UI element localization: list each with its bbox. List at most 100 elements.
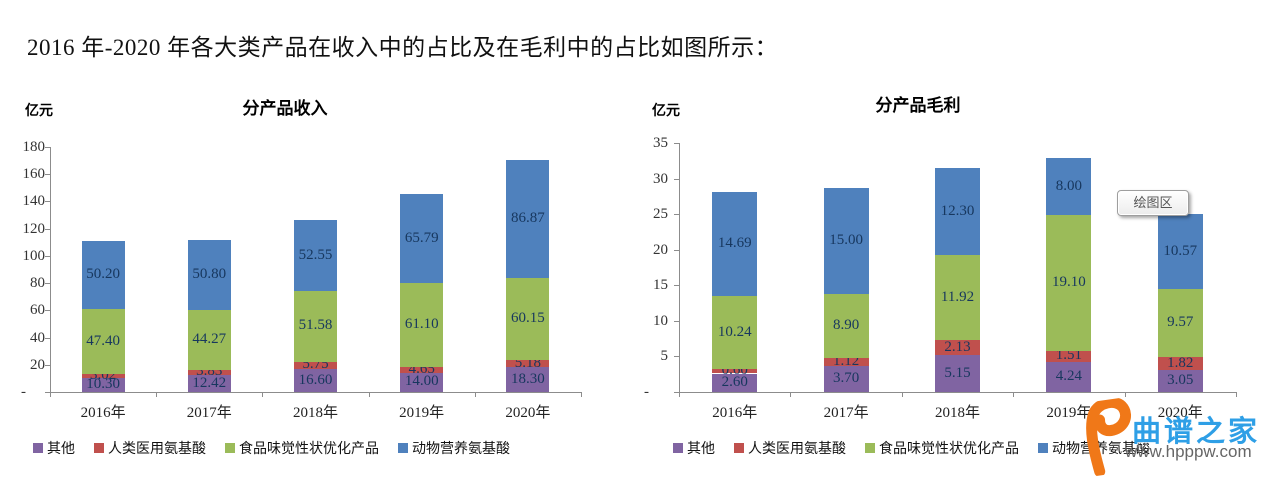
bar-value-label: 1.51 bbox=[1055, 347, 1083, 364]
bar-segment bbox=[294, 369, 337, 392]
bar-segment bbox=[506, 367, 550, 392]
legend-swatch-icon bbox=[225, 443, 235, 453]
bar-segment bbox=[400, 193, 444, 284]
bar-value-label: 60.15 bbox=[511, 310, 545, 327]
bar-segment bbox=[187, 309, 231, 370]
bar-value-label: 4.24 bbox=[1055, 367, 1083, 384]
y-axis-tick bbox=[45, 283, 50, 285]
bar-segment bbox=[187, 375, 231, 392]
category-label: 2020年 bbox=[505, 405, 551, 421]
bar-value-label: 12.42 bbox=[192, 374, 227, 391]
legend: 其他 人类医用氨基酸 食品味觉性状优化产品 动物营养氨基酸 bbox=[673, 438, 1150, 458]
bar-value-label: 8.90 bbox=[832, 317, 860, 334]
legend-label: 人类医用氨基酸 bbox=[108, 440, 206, 456]
bar-segment bbox=[823, 294, 869, 358]
category-label: 2017年 bbox=[186, 405, 232, 421]
y-axis-tick bbox=[45, 201, 50, 203]
bar-value-label: 47.40 bbox=[86, 332, 120, 349]
legend-swatch-icon bbox=[398, 443, 408, 453]
chart-title: 分产品收入 bbox=[242, 99, 328, 118]
bar-segment bbox=[81, 241, 125, 310]
legend-label: 其他 bbox=[687, 440, 715, 456]
legend-item: 其他 bbox=[673, 438, 715, 458]
legend-label: 人类医用氨基酸 bbox=[748, 440, 846, 456]
bar-segment bbox=[1157, 214, 1203, 290]
bar-value-label: 12.30 bbox=[940, 202, 975, 219]
y-axis-tick-label: 140 bbox=[22, 193, 46, 210]
watermark-brand: 曲谱之家 bbox=[1132, 416, 1261, 448]
category-label: 2016年 bbox=[712, 405, 758, 421]
y-axis-line bbox=[50, 147, 51, 392]
bar-value-label: 50.80 bbox=[192, 266, 227, 283]
bar-segment bbox=[1046, 351, 1092, 362]
category-label: 2017年 bbox=[823, 405, 869, 421]
category-label: 2018年 bbox=[934, 405, 980, 421]
bar-value-label: 44.27 bbox=[192, 330, 227, 347]
bar-value-label: 1.82 bbox=[1167, 354, 1194, 371]
legend-label: 动物营养氨基酸 bbox=[412, 440, 510, 456]
y-axis-tick bbox=[45, 228, 50, 230]
y-axis-tick bbox=[45, 392, 50, 393]
watermark: 曲谱之家 www.hpppw.com bbox=[1080, 396, 1269, 477]
plot-area-tooltip: 绘图区 bbox=[1117, 190, 1189, 216]
y-axis-tick-label: 15 bbox=[653, 277, 668, 294]
category-label: 2019年 bbox=[1046, 405, 1092, 421]
x-axis-line bbox=[679, 392, 1236, 393]
x-axis-tick bbox=[1013, 392, 1015, 397]
bar-segment bbox=[1157, 357, 1203, 371]
y-axis-tick-label: - bbox=[644, 384, 649, 400]
bar-value-label: 52.55 bbox=[298, 246, 333, 263]
bar-segment bbox=[1046, 158, 1092, 216]
bar-segment bbox=[506, 159, 550, 279]
legend-swatch-icon bbox=[94, 443, 104, 453]
bar-segment bbox=[400, 372, 444, 392]
y-axis-tick-label: 60 bbox=[30, 302, 45, 319]
bar-segment bbox=[1046, 215, 1092, 352]
tooltip-label: 绘图区 bbox=[1133, 195, 1173, 210]
y-axis-tick bbox=[45, 147, 50, 148]
bar-segment bbox=[294, 361, 337, 370]
bar-segment bbox=[935, 355, 980, 392]
y-axis-tick-label: 40 bbox=[30, 329, 45, 346]
bar-segment bbox=[400, 283, 444, 367]
bar-segment bbox=[935, 255, 980, 341]
bar-value-label: 50.20 bbox=[86, 266, 120, 283]
bar-segment bbox=[823, 365, 869, 392]
bar-segment bbox=[294, 291, 337, 362]
y-axis-tick-label: 120 bbox=[22, 220, 46, 237]
bar-segment bbox=[712, 369, 758, 374]
legend-swatch-icon bbox=[33, 443, 43, 453]
y-axis-tick bbox=[674, 285, 679, 287]
y-axis-tick bbox=[674, 320, 679, 322]
y-axis-tick bbox=[674, 392, 679, 393]
y-axis-tick bbox=[45, 174, 50, 176]
legend-item: 动物营养氨基酸 bbox=[398, 438, 510, 458]
x-axis-tick bbox=[1236, 392, 1237, 397]
y-axis-tick bbox=[45, 255, 50, 257]
x-axis-tick bbox=[790, 392, 792, 397]
bar-value-label: 51.58 bbox=[298, 317, 333, 334]
bar-value-label: 2.60 bbox=[721, 373, 748, 390]
legend-swatch-icon bbox=[865, 443, 875, 453]
y-axis-tick bbox=[45, 337, 50, 339]
bar-value-label: 15.00 bbox=[829, 232, 863, 249]
x-axis-tick bbox=[1124, 392, 1126, 397]
bar-value-label: 2.13 bbox=[944, 338, 971, 355]
bar-segment bbox=[81, 377, 125, 392]
y-axis-tick-label: 35 bbox=[653, 135, 668, 151]
category-label: 2016年 bbox=[80, 405, 126, 421]
bar-value-label: 11.92 bbox=[940, 288, 975, 305]
y-axis-tick-label: 25 bbox=[653, 206, 668, 223]
bar-segment bbox=[81, 373, 125, 378]
y-axis-tick bbox=[674, 214, 679, 216]
legend-item: 其他 bbox=[33, 438, 75, 458]
bar-value-label: 5.15 bbox=[944, 364, 971, 381]
bar-value-label: 14.00 bbox=[404, 373, 439, 390]
watermark-logo-icon bbox=[1086, 396, 1132, 477]
bar-segment bbox=[187, 240, 231, 310]
legend-label: 食品味觉性状优化产品 bbox=[879, 440, 1019, 456]
legend-item: 动物营养氨基酸 bbox=[1038, 438, 1150, 458]
category-label: 2020年 bbox=[1157, 405, 1203, 421]
x-axis-line bbox=[50, 392, 581, 393]
y-axis-tick-label: 10 bbox=[653, 312, 668, 329]
